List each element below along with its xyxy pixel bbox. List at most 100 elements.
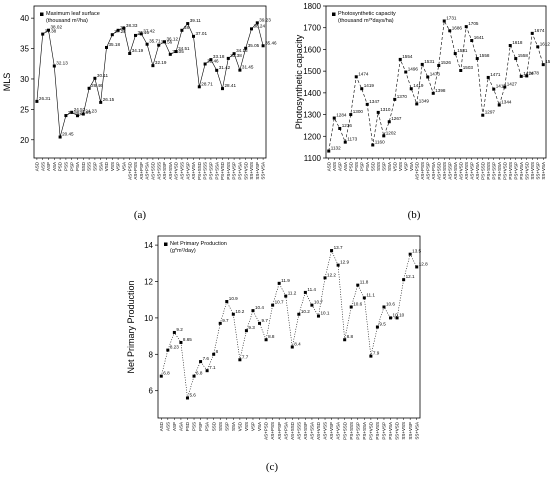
point-marker <box>470 39 474 43</box>
point-marker <box>481 113 485 117</box>
x-tick-label: SSD <box>81 161 86 171</box>
data-label: 1473 <box>430 72 441 77</box>
series-line <box>328 20 544 152</box>
data-label: 1581 <box>457 48 468 53</box>
point-marker <box>47 28 50 32</box>
x-tick-label: PSD <box>58 161 63 171</box>
x-tick-label: VSP <box>251 422 256 431</box>
data-label: 8.23 <box>170 345 179 350</box>
data-label: 35.56 <box>161 40 173 45</box>
data-label: 11.9 <box>281 278 290 283</box>
y-tick-label: 1200 <box>303 132 321 141</box>
point-marker <box>221 87 224 91</box>
data-label: 7.9 <box>373 351 380 356</box>
x-tick-label: PS+VSA <box>388 422 393 440</box>
data-label: 1419 <box>364 83 375 88</box>
data-label: 20.45 <box>62 132 74 137</box>
panel-label: (a) <box>134 209 147 221</box>
data-label: 37.42 <box>143 28 155 33</box>
x-tick-label: AS+SSD <box>151 161 156 180</box>
y-tick-label: 10 <box>144 314 153 323</box>
point-marker <box>209 58 213 62</box>
y-tick-label: 40 <box>20 14 29 23</box>
x-tick-label: VSD <box>104 161 109 171</box>
data-label: 1417 <box>496 84 507 89</box>
data-label: 38.24 <box>254 23 266 28</box>
point-marker <box>303 290 307 294</box>
data-label: 9.2 <box>176 327 183 332</box>
point-marker <box>186 22 190 26</box>
legend-label: Photosynthetic capacity (thousand m²*day… <box>338 11 396 24</box>
x-tick-label: VSS <box>110 162 115 171</box>
point-marker <box>343 140 347 144</box>
point-marker <box>442 19 446 23</box>
legend-marker <box>40 12 44 16</box>
data-label: 1300 <box>353 109 364 114</box>
x-tick-label: PS+SSA <box>497 162 502 180</box>
x-tick-label: PS+SSD <box>197 161 202 180</box>
point-marker <box>336 263 340 267</box>
x-tick-label: PS+VSA <box>238 162 243 180</box>
x-tick-label: PSD <box>348 161 353 171</box>
y-tick-label: 14 <box>144 241 153 250</box>
x-tick-label: AS+VSS <box>323 422 328 440</box>
data-label: 8.4 <box>294 342 301 347</box>
data-label: 10.1 <box>320 311 329 316</box>
x-tick-label: ASS <box>165 422 170 431</box>
y-tick-label: 30 <box>20 75 29 84</box>
point-marker <box>197 85 201 89</box>
x-tick-label: PSA <box>365 162 370 171</box>
data-label: 37.01 <box>196 31 208 36</box>
legend-marker <box>164 242 168 246</box>
data-label: 31.42 <box>219 65 231 70</box>
x-tick-label: VSA <box>409 162 414 171</box>
x-tick-label: PS+VSD <box>368 421 373 440</box>
point-marker <box>371 143 375 147</box>
x-tick-label: PS+SSA <box>362 422 367 440</box>
point-marker <box>290 345 294 349</box>
x-tick-label: ASP <box>172 422 177 431</box>
x-tick-label: PS+SSP <box>209 162 214 180</box>
x-tick-label: AS+SSP <box>162 162 167 180</box>
y-tick-label: 25 <box>20 105 29 114</box>
x-tick-label: AS+SSP <box>303 422 308 440</box>
x-tick-label: AS+VSS <box>464 162 469 180</box>
data-label: 10.6 <box>386 301 395 306</box>
y-tick-label: 12 <box>144 278 153 287</box>
point-marker <box>464 25 468 29</box>
point-marker <box>238 68 242 72</box>
data-label: 1478 <box>529 70 540 75</box>
x-tick-label: PS+SSP <box>355 422 360 440</box>
data-label: 1267 <box>391 116 402 121</box>
data-label: 1503 <box>463 65 474 70</box>
point-marker <box>431 91 435 95</box>
x-tick-label: PS+VSS <box>508 162 513 180</box>
point-marker <box>284 294 288 298</box>
point-marker <box>448 29 452 33</box>
data-label: 39.11 <box>190 18 202 23</box>
data-label: 36.12 <box>167 36 179 41</box>
point-marker <box>310 303 314 307</box>
point-marker <box>360 87 364 91</box>
x-tick-label: AS+PSP <box>425 162 430 180</box>
point-marker <box>64 114 68 118</box>
data-label: 11.8 <box>360 280 369 285</box>
y-tick-label: 1100 <box>304 154 322 163</box>
data-label: 1705 <box>468 21 479 26</box>
x-tick-label: SS+VSS <box>530 162 535 180</box>
y-tick-label: 1400 <box>303 89 321 98</box>
point-marker <box>365 102 369 106</box>
legend-box: Net Primary Production (g*m²/day) <box>170 241 227 254</box>
data-label: 31.45 <box>242 65 254 70</box>
point-marker <box>225 300 229 304</box>
data-label: 10.2 <box>301 309 310 314</box>
data-label: 24.23 <box>85 109 97 114</box>
point-marker <box>389 316 393 320</box>
x-tick-label: AS+VSA <box>191 162 196 180</box>
x-tick-label: SS+VSD <box>243 161 248 180</box>
point-marker <box>192 34 195 38</box>
data-label: 35.18 <box>109 42 121 47</box>
point-marker <box>116 28 120 32</box>
data-label: 38.02 <box>51 25 63 30</box>
x-tick-label: SSS <box>218 422 223 431</box>
